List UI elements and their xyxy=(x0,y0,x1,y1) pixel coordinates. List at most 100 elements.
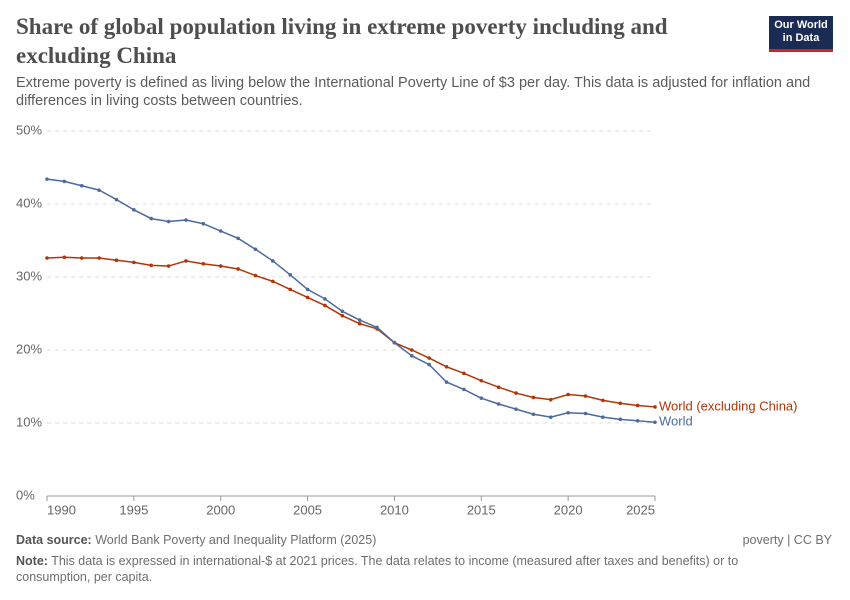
data-point xyxy=(496,402,501,406)
data-point xyxy=(410,354,414,358)
y-tick-label: 20% xyxy=(16,341,42,356)
data-point xyxy=(201,221,206,226)
data-point xyxy=(201,262,206,266)
data-point xyxy=(653,420,657,425)
data-point xyxy=(548,397,553,402)
data-point xyxy=(462,371,466,376)
logo[interactable]: Our World in Data xyxy=(769,16,833,52)
y-tick-label: 40% xyxy=(16,195,42,210)
data-point xyxy=(392,340,397,345)
data-point xyxy=(218,229,223,233)
data-point xyxy=(566,392,570,397)
x-tick-label: 1995 xyxy=(119,502,148,517)
data-point xyxy=(479,396,484,400)
note: Note: This data is expressed in internat… xyxy=(16,553,776,585)
data-point xyxy=(288,273,293,277)
data-point xyxy=(323,297,327,301)
data-point xyxy=(184,259,188,263)
data-point xyxy=(45,256,49,260)
data-point xyxy=(132,208,136,212)
data-point xyxy=(97,188,101,192)
data-point xyxy=(410,348,414,352)
data-point xyxy=(45,177,49,181)
x-tick-label: 2025 xyxy=(626,502,655,517)
series-label: World xyxy=(659,414,693,429)
data-point xyxy=(514,391,518,395)
data-point xyxy=(444,380,449,384)
data-point xyxy=(184,218,188,222)
chart-title: Share of global population living in ext… xyxy=(16,14,668,68)
data-point xyxy=(601,398,605,403)
note-text: This data is expressed in international-… xyxy=(16,554,739,584)
data-point xyxy=(218,264,223,268)
series-line xyxy=(46,256,656,408)
data-point xyxy=(375,325,379,330)
data-point xyxy=(132,260,136,265)
data-point xyxy=(79,256,84,260)
data-point xyxy=(253,273,258,278)
data-point xyxy=(635,403,640,408)
subtitle: Extreme poverty is defined as living bel… xyxy=(16,75,811,109)
data-point xyxy=(79,183,84,188)
data-point xyxy=(340,309,345,314)
data-point xyxy=(253,247,258,252)
data-point xyxy=(62,179,67,184)
data-point xyxy=(531,412,536,417)
data-point xyxy=(114,197,119,202)
y-tick-label: 0% xyxy=(16,487,35,502)
data-point xyxy=(149,216,154,221)
data-point xyxy=(97,256,101,260)
data-point xyxy=(166,219,171,224)
data-point xyxy=(271,279,275,284)
data-point xyxy=(427,362,431,367)
note-label: Note: xyxy=(16,554,48,568)
data-point xyxy=(444,364,449,369)
source-text: World Bank Poverty and Inequality Platfo… xyxy=(95,533,377,547)
data-point xyxy=(548,415,553,419)
data-point xyxy=(340,313,345,318)
data-point xyxy=(566,410,570,415)
x-tick-label: 1990 xyxy=(47,502,76,517)
data-point xyxy=(496,385,501,390)
data-point xyxy=(653,405,657,409)
x-tick-label: 2015 xyxy=(467,502,496,517)
source: Data source: World Bank Poverty and Ineq… xyxy=(16,533,376,547)
data-point xyxy=(305,287,310,292)
data-point xyxy=(583,411,588,416)
y-tick-label: 10% xyxy=(16,414,42,429)
data-point xyxy=(149,263,154,268)
data-point xyxy=(531,395,536,400)
data-point xyxy=(514,407,518,411)
license[interactable]: poverty | CC BY xyxy=(742,533,832,547)
x-tick-label: 2005 xyxy=(293,502,322,517)
data-point xyxy=(618,401,623,406)
data-point xyxy=(479,378,484,383)
x-tick-label: 2010 xyxy=(380,502,409,517)
data-point xyxy=(271,259,275,263)
series-label: World (excluding China) xyxy=(659,398,798,413)
data-point xyxy=(236,236,240,241)
data-point xyxy=(323,303,327,308)
y-tick-label: 50% xyxy=(16,122,42,137)
data-point xyxy=(601,415,605,419)
y-tick-label: 30% xyxy=(16,268,42,283)
data-point xyxy=(305,295,310,300)
data-point xyxy=(427,356,431,360)
data-point xyxy=(462,387,466,392)
data-point xyxy=(166,264,171,268)
data-point xyxy=(357,321,362,326)
data-point xyxy=(635,419,640,423)
data-point xyxy=(618,417,623,422)
x-tick-label: 2020 xyxy=(554,502,583,517)
source-label: Data source: xyxy=(16,533,92,547)
x-tick-label: 2000 xyxy=(206,502,235,517)
data-point xyxy=(357,318,362,322)
series-line xyxy=(46,178,656,424)
data-point xyxy=(236,267,240,271)
chart: 0% 10% 20% 30% 40% 50% 1990 1995 2000 2005 2010 201… xyxy=(16,122,798,517)
data-point xyxy=(288,287,293,292)
data-point xyxy=(583,394,588,398)
data-point xyxy=(62,255,67,260)
data-point xyxy=(114,258,119,263)
